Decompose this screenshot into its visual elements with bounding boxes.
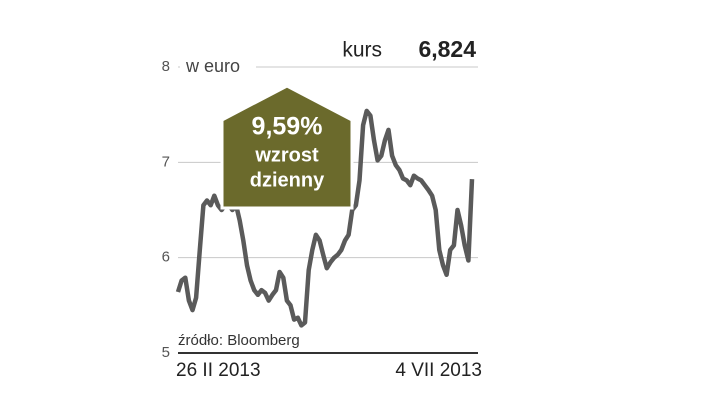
label-backdrop bbox=[180, 56, 256, 78]
annotation-text: wzrost bbox=[254, 144, 319, 166]
annotation-text: dzienny bbox=[250, 169, 325, 191]
y-tick-label: 8 bbox=[162, 58, 170, 75]
y-tick-label: 6 bbox=[162, 249, 170, 266]
x-tick-label: 26 II 2013 bbox=[176, 360, 261, 381]
y-tick-label: 5 bbox=[162, 344, 170, 361]
annotation-box bbox=[220, 84, 354, 210]
annotation-value: 9,59% bbox=[252, 113, 323, 141]
unit-label: w euro bbox=[185, 56, 240, 76]
y-tick-label: 7 bbox=[162, 153, 170, 170]
source: źródło: Bloomberg bbox=[178, 332, 300, 349]
x-tick-label: 4 VII 2013 bbox=[395, 360, 482, 381]
x-labels: 26 II 2013 4 VII 2013 bbox=[176, 360, 482, 381]
last-value: 6,824 bbox=[418, 36, 476, 62]
last-label: kurs bbox=[342, 39, 382, 62]
